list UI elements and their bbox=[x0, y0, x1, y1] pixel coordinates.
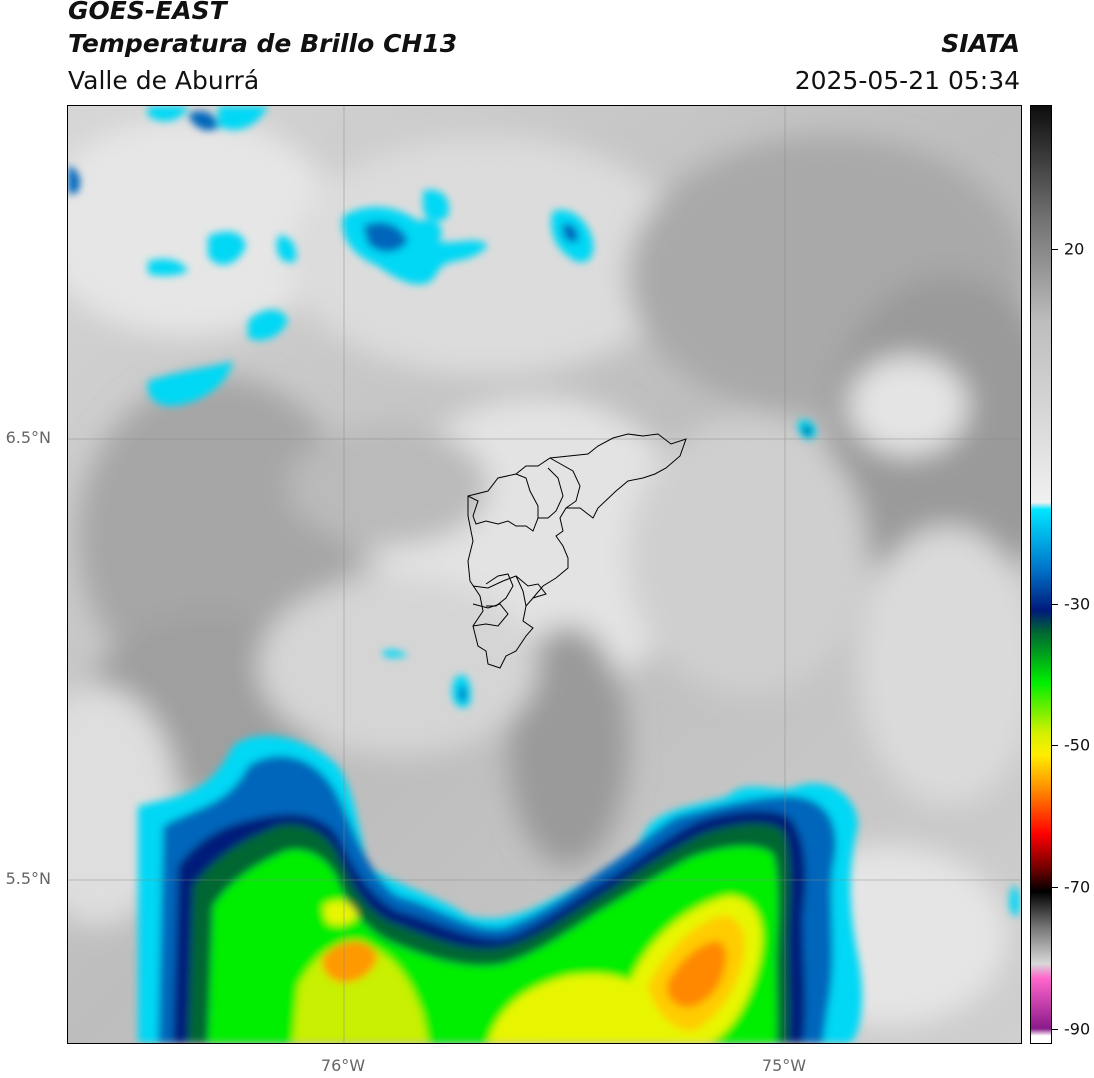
colorbar-tick-label: -90 bbox=[1064, 1019, 1091, 1039]
colorbar bbox=[1030, 105, 1052, 1044]
organization-label: SIATA bbox=[941, 29, 1020, 58]
lat-label-6-5: 6.5°N bbox=[5, 428, 51, 447]
colorbar-tick bbox=[1052, 604, 1058, 605]
title-product: Temperatura de Brillo CH13 bbox=[68, 29, 458, 58]
colorbar-tick bbox=[1052, 887, 1058, 888]
satellite-map[interactable] bbox=[67, 105, 1022, 1044]
lon-label-76: 76°W bbox=[320, 1056, 366, 1075]
subtitle-region: Valle de Aburrá bbox=[68, 66, 260, 95]
lat-label-5-5: 5.5°N bbox=[5, 869, 51, 888]
timestamp-label: 2025-05-21 05:34 bbox=[794, 66, 1020, 95]
colorbar-tick bbox=[1052, 1029, 1058, 1030]
colorbar-tick-label: -70 bbox=[1064, 877, 1091, 897]
colorbar-tick-label: -30 bbox=[1064, 594, 1091, 614]
colorbar-tick bbox=[1052, 745, 1058, 746]
colorbar-tick-label: -50 bbox=[1064, 735, 1091, 755]
cloud-field bbox=[68, 106, 1021, 1043]
title-satellite: GOES-EAST bbox=[68, 0, 227, 25]
colorbar-tick-label: 20 bbox=[1064, 239, 1085, 259]
graticule bbox=[68, 106, 1021, 1043]
cold-cloud-patches bbox=[68, 106, 1020, 917]
convective-system bbox=[138, 735, 863, 1043]
map-canvas bbox=[68, 106, 1021, 1043]
colorbar-tick bbox=[1052, 249, 1058, 250]
municipal-boundaries bbox=[467, 433, 687, 669]
lon-label-75: 75°W bbox=[761, 1056, 807, 1075]
